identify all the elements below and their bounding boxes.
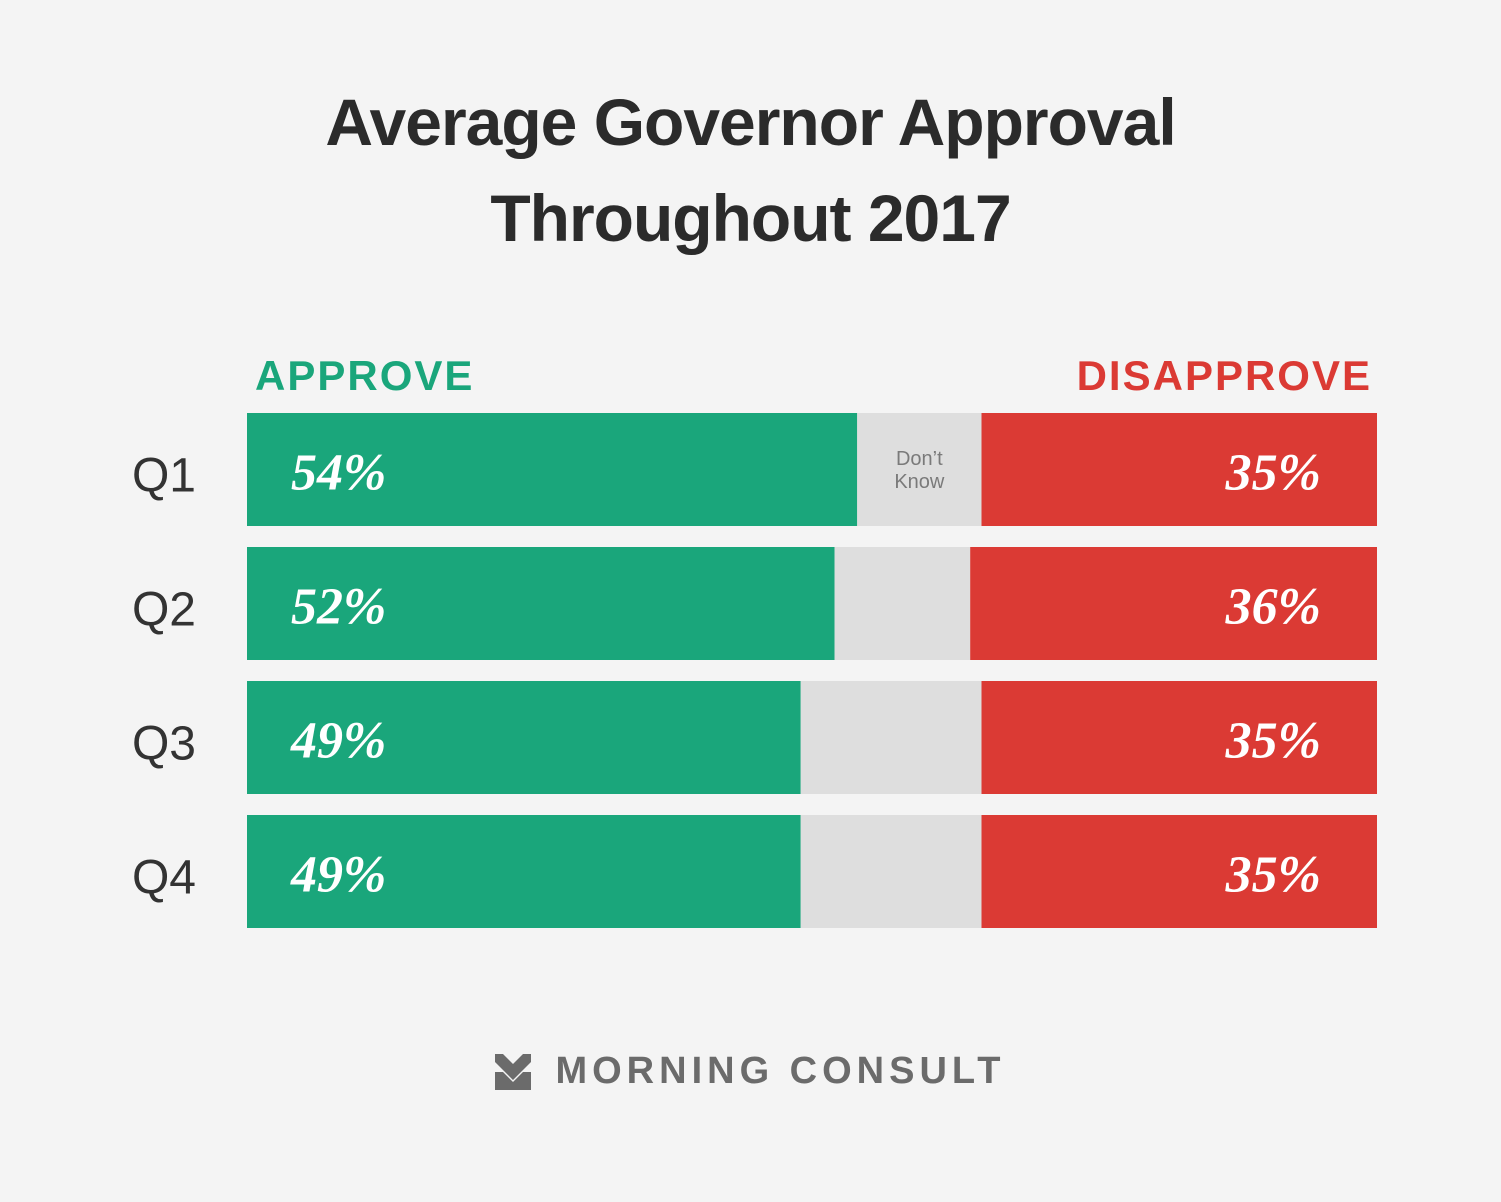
- approve-bar: [247, 681, 801, 794]
- dont-know-bar: [834, 547, 971, 660]
- approve-bar: [247, 547, 835, 660]
- approve-bar: [247, 815, 801, 928]
- approve-value-label: 52%: [291, 579, 386, 636]
- legend-disapprove: DISAPPROVE: [1076, 352, 1372, 399]
- category-label: Q3: [132, 718, 196, 771]
- dont-know-bar: [857, 413, 982, 526]
- disapprove-bar: [970, 547, 1377, 660]
- disapprove-value-label: 35%: [1225, 713, 1321, 770]
- brand-name: MORNING CONSULT: [555, 1050, 1006, 1092]
- chart-title-line-1: Average Governor Approval: [325, 85, 1176, 159]
- category-label: Q1: [132, 450, 196, 503]
- category-label: Q4: [132, 852, 196, 905]
- dont-know-bar: [800, 681, 982, 794]
- disapprove-bar: [981, 413, 1377, 526]
- approve-value-label: 49%: [290, 847, 386, 904]
- legend-approve: APPROVE: [255, 352, 475, 399]
- disapprove-value-label: 36%: [1225, 579, 1321, 636]
- disapprove-bar: [981, 815, 1377, 928]
- dont-know-label: Know: [894, 471, 945, 493]
- approve-bar: [247, 413, 858, 526]
- approve-value-label: 49%: [290, 713, 386, 770]
- category-label: Q2: [132, 584, 196, 637]
- approve-value-label: 54%: [291, 445, 386, 502]
- disapprove-value-label: 35%: [1225, 445, 1321, 502]
- dont-know-label: Don’t: [896, 448, 943, 470]
- chevron-double-down-icon: [495, 1053, 532, 1090]
- disapprove-value-label: 35%: [1225, 847, 1321, 904]
- dont-know-bar: [800, 815, 982, 928]
- footer: MORNING CONSULT: [0, 1050, 1501, 1093]
- disapprove-bar: [981, 681, 1377, 794]
- chart-title-line-2: Throughout 2017: [490, 181, 1011, 255]
